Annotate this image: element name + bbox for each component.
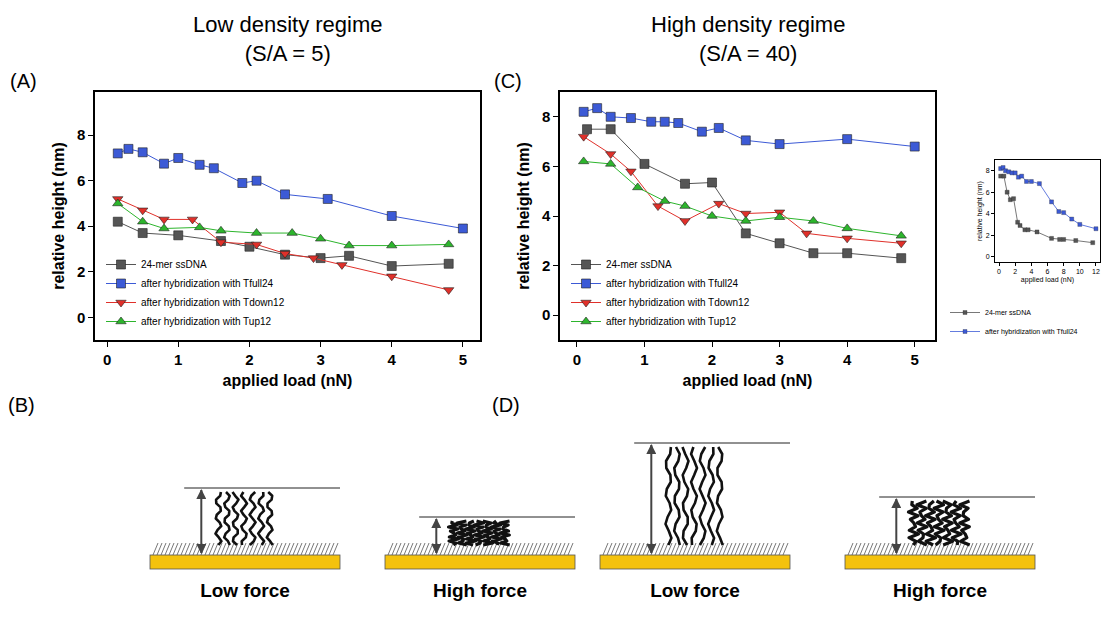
svg-text:applied load (nN): applied load (nN) — [223, 372, 353, 389]
svg-text:4: 4 — [77, 217, 86, 234]
svg-text:0: 0 — [986, 253, 990, 260]
svg-text:12: 12 — [1092, 268, 1100, 275]
svg-text:2: 2 — [986, 232, 990, 239]
svg-text:4: 4 — [542, 207, 551, 224]
svg-text:0: 0 — [542, 306, 550, 323]
svg-text:8: 8 — [77, 126, 85, 143]
svg-text:0: 0 — [573, 351, 581, 368]
svg-text:applied load (nN): applied load (nN) — [683, 372, 813, 389]
svg-text:5: 5 — [459, 351, 467, 368]
svg-text:0: 0 — [77, 309, 85, 326]
svg-text:4: 4 — [843, 351, 852, 368]
svg-text:applied load (nN): applied load (nN) — [1021, 276, 1074, 284]
svg-text:after hybridization with Tup12: after hybridization with Tup12 — [606, 316, 737, 327]
svg-text:6: 6 — [1046, 268, 1050, 275]
svg-text:8: 8 — [986, 167, 990, 174]
svg-text:after hybridization with Tfull: after hybridization with Tfull24 — [606, 278, 739, 289]
svg-text:6: 6 — [986, 189, 990, 196]
svg-text:after hybridization with Tdown: after hybridization with Tdown12 — [141, 297, 285, 308]
svg-text:after hybridization with Tdown: after hybridization with Tdown12 — [606, 297, 750, 308]
svg-text:24-mer ssDNA: 24-mer ssDNA — [985, 309, 1031, 316]
svg-text:(D): (D) — [492, 394, 520, 416]
svg-text:2: 2 — [1013, 268, 1017, 275]
svg-text:2: 2 — [245, 351, 253, 368]
svg-text:(B): (B) — [8, 394, 35, 416]
svg-text:3: 3 — [316, 351, 324, 368]
svg-text:0: 0 — [103, 351, 111, 368]
svg-text:after hybridization with Tfull: after hybridization with Tfull24 — [985, 328, 1078, 336]
svg-text:4: 4 — [388, 351, 397, 368]
svg-text:(A): (A) — [10, 70, 37, 92]
svg-text:5: 5 — [911, 351, 919, 368]
svg-text:1: 1 — [640, 351, 648, 368]
svg-text:10: 10 — [1076, 268, 1084, 275]
svg-text:relative height (nm): relative height (nm) — [976, 181, 984, 241]
svg-text:24-mer ssDNA: 24-mer ssDNA — [141, 259, 207, 270]
svg-text:2: 2 — [542, 257, 550, 274]
svg-text:8: 8 — [1062, 268, 1066, 275]
svg-text:8: 8 — [542, 108, 550, 125]
svg-text:relative height (nm): relative height (nm) — [50, 142, 67, 290]
svg-text:relative height (nm): relative height (nm) — [515, 142, 532, 290]
svg-text:after hybridization with Tup12: after hybridization with Tup12 — [141, 316, 272, 327]
svg-text:6: 6 — [77, 172, 85, 189]
svg-text:High force: High force — [433, 580, 527, 601]
svg-text:2: 2 — [77, 263, 85, 280]
svg-text:Low force: Low force — [650, 580, 740, 601]
svg-text:24-mer ssDNA: 24-mer ssDNA — [606, 259, 672, 270]
svg-text:6: 6 — [542, 158, 550, 175]
svg-text:after hybridization with Tfull: after hybridization with Tfull24 — [141, 278, 274, 289]
svg-text:High force: High force — [893, 580, 987, 601]
svg-text:1: 1 — [174, 351, 182, 368]
svg-text:4: 4 — [1029, 268, 1033, 275]
svg-text:Low force: Low force — [200, 580, 290, 601]
svg-text:(C): (C) — [494, 70, 522, 92]
svg-text:High density regime(S/A = 40): High density regime(S/A = 40) — [651, 12, 845, 66]
svg-text:4: 4 — [986, 210, 990, 217]
svg-text:Low density regime(S/A = 5): Low density regime(S/A = 5) — [193, 12, 383, 66]
svg-text:0: 0 — [997, 268, 1001, 275]
svg-text:3: 3 — [775, 351, 783, 368]
svg-text:2: 2 — [708, 351, 716, 368]
